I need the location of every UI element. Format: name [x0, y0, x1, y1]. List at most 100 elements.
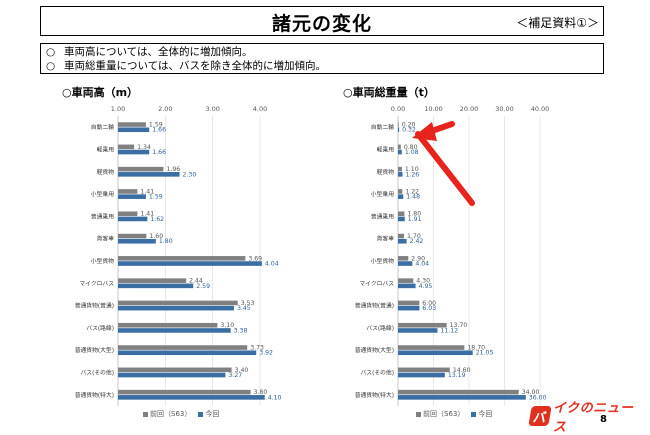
legend-label-previous: 前回（S63）	[150, 410, 192, 418]
bar-current	[118, 350, 257, 356]
page-number: 8	[600, 414, 607, 425]
data-label-previous: 1.80	[407, 211, 421, 218]
bar-current	[398, 194, 404, 199]
legend-item-previous: 前回（S63）	[416, 409, 464, 419]
chart-title-weight: ○車両総重量（t）	[343, 86, 435, 99]
bar-previous	[398, 322, 447, 328]
bar-previous	[118, 233, 147, 239]
category-label: 自動二輪	[371, 123, 394, 131]
data-label-previous: 18.70	[467, 344, 485, 351]
bar-current	[398, 149, 402, 155]
category-label: 貨客車	[97, 235, 115, 243]
watermark-logo-icon: バ	[528, 406, 552, 426]
page-title: 諸元の変化	[271, 13, 372, 35]
bar-current	[118, 283, 194, 289]
data-label-previous: 4.30	[416, 278, 430, 285]
bar-current	[118, 216, 148, 222]
legend-label-current: 今回	[478, 410, 493, 418]
data-label-current: 11.12	[440, 327, 458, 334]
data-label-previous: 3.69	[248, 255, 262, 262]
category-label: 軽貨物	[97, 168, 115, 176]
x-tick-label: 1.00	[111, 105, 125, 113]
data-label-previous: 2.44	[189, 278, 203, 285]
x-tick-label: 20.00	[460, 105, 479, 113]
bar-current	[118, 395, 265, 400]
legend-swatch-previous	[143, 411, 148, 417]
bar-previous	[118, 256, 246, 261]
data-label-previous: 3.10	[220, 322, 234, 329]
bar-current	[398, 172, 403, 177]
legend-item-previous: 前回（S63）	[143, 409, 191, 419]
bar-previous	[398, 389, 519, 395]
data-label-previous: 3.53	[241, 300, 255, 307]
bar-previous	[118, 278, 187, 283]
summary-line-height: ○ 車両高については、全体的に増加傾向。	[46, 45, 603, 59]
bar-current	[398, 328, 438, 333]
data-label-current: 1.62	[150, 216, 164, 223]
summary-text: 車両高については、全体的に増加傾向。	[64, 46, 253, 58]
data-label-previous: 3.73	[250, 344, 264, 351]
category-label: 軽乗用	[377, 145, 395, 153]
bar-previous	[118, 189, 138, 194]
bar-current	[398, 238, 407, 244]
bar-previous	[398, 211, 405, 217]
bar-current	[118, 328, 231, 333]
category-label: 軽乗用	[97, 145, 115, 153]
bar-current	[118, 372, 226, 378]
data-label-current: 36.00	[529, 394, 547, 401]
category-label: 貨客車	[377, 235, 395, 243]
bar-previous	[118, 144, 135, 150]
bar-previous	[398, 256, 409, 261]
legend-item-current: 今回	[198, 409, 219, 419]
bullet-circle-icon: ○	[46, 46, 56, 58]
data-label-previous: 1.60	[149, 233, 163, 240]
legend-swatch-previous	[416, 411, 421, 417]
bar-current	[398, 127, 400, 133]
data-label-current: 6.03	[422, 305, 436, 312]
data-label-current: 3.38	[234, 327, 248, 334]
bar-current	[118, 172, 180, 177]
x-tick-label: 0.00	[391, 105, 405, 113]
category-label: マイクロバス	[359, 280, 394, 287]
category-label: 小型貨物	[371, 257, 394, 265]
bar-current	[398, 350, 473, 356]
watermark-text: イクのニュース	[552, 401, 634, 435]
supplementary-note: ＜補足資料①＞	[516, 16, 599, 30]
legend-height: 前回（S63） 今回	[143, 409, 222, 419]
category-label: 普通貨物(特大)	[75, 391, 114, 399]
x-tick-label: 30.00	[495, 105, 514, 113]
category-label: 普通貨物(大型)	[355, 346, 394, 354]
bar-previous	[398, 233, 405, 239]
data-label-current: 4.95	[419, 283, 433, 290]
category-label: 普通貨物(特大)	[355, 391, 394, 399]
bullet-circle-icon: ○	[46, 60, 56, 72]
data-label-previous: 1.96	[166, 166, 180, 173]
bar-current	[398, 395, 526, 400]
bar-previous	[118, 122, 146, 127]
bar-previous	[398, 367, 450, 373]
bar-previous	[398, 278, 414, 283]
bar-current	[118, 194, 146, 199]
data-label-current: 1.26	[405, 171, 419, 178]
data-label-previous: 13.70	[450, 322, 468, 329]
data-label-previous: 6.00	[422, 300, 436, 307]
data-label-previous: 2.90	[411, 255, 425, 262]
data-label-current: 4.04	[415, 260, 429, 267]
category-label: 普通貨物(大型)	[75, 346, 114, 354]
bar-current	[398, 283, 416, 289]
data-label-current: 3.27	[228, 372, 242, 379]
category-label: 小型貨物	[91, 257, 114, 265]
x-tick-label: 4.00	[253, 105, 267, 113]
data-label-previous: 0.20	[402, 121, 416, 128]
data-label-current: 1.66	[152, 149, 166, 156]
x-tick-label: 40.00	[531, 105, 550, 113]
bar-current	[398, 372, 445, 378]
chart-title-height: ○車両高（m）	[62, 86, 139, 99]
bar-current	[118, 127, 150, 133]
bar-previous	[398, 122, 399, 127]
bar-current	[118, 305, 234, 311]
category-label: バス(その他)	[80, 368, 114, 376]
x-tick-label: 10.00	[424, 105, 443, 113]
x-tick-label: 2.00	[158, 105, 172, 113]
